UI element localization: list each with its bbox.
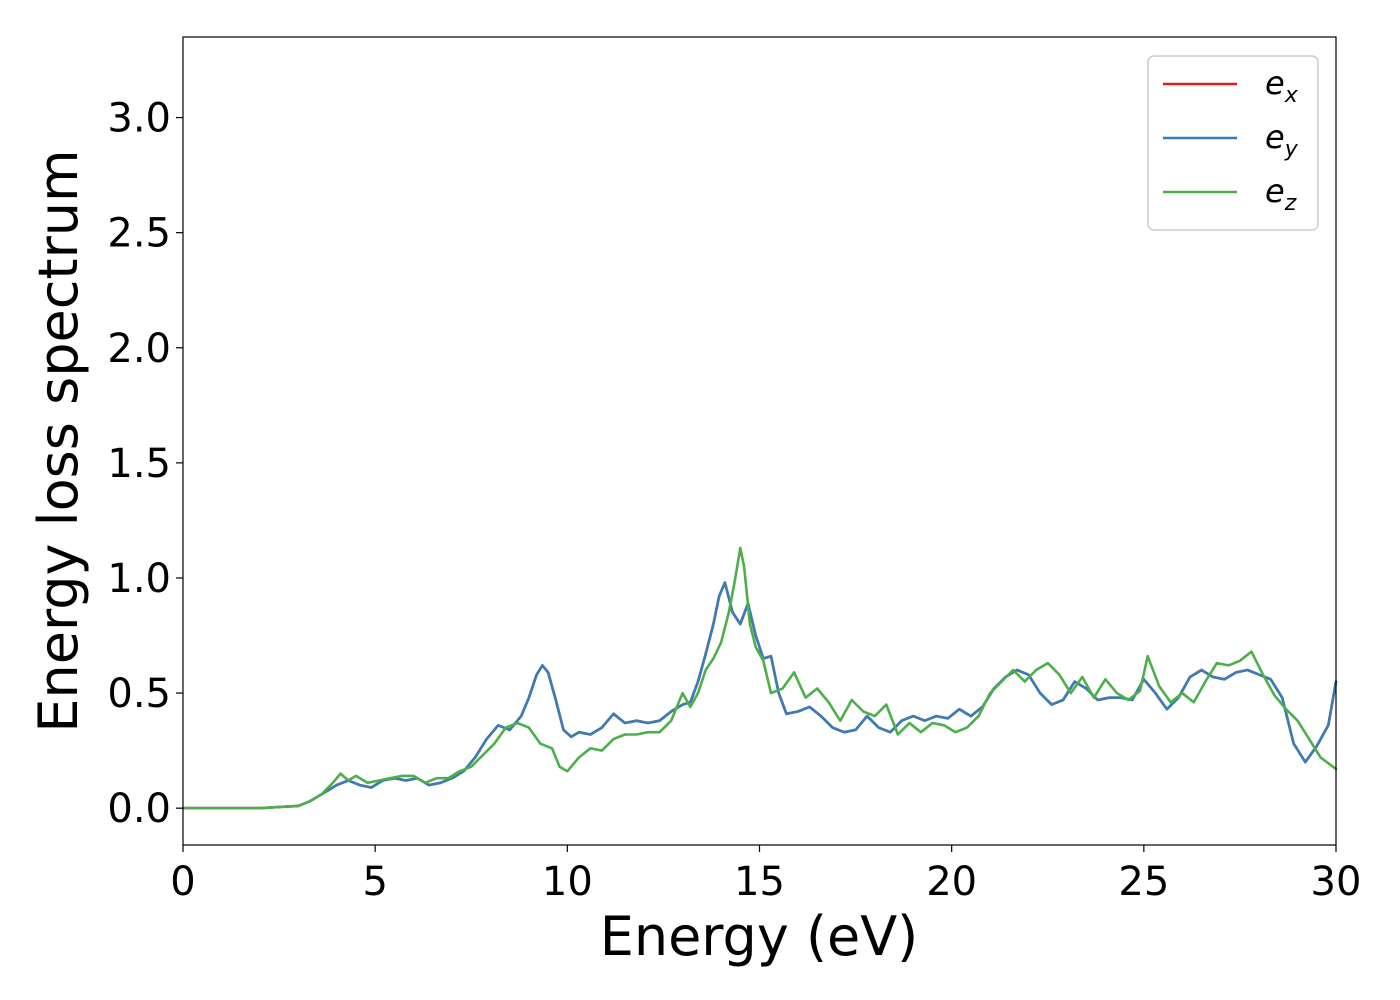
y-tick-label: 2.0	[107, 326, 171, 372]
y-tick-label: 0.0	[107, 786, 171, 832]
x-tick-label: 15	[734, 859, 785, 905]
x-tick-label: 5	[362, 859, 387, 905]
series-line-z	[181, 546, 1338, 810]
legend-box	[1147, 55, 1319, 231]
legend-subscript-x: x	[1284, 83, 1299, 108]
x-tick-label: 25	[1118, 859, 1169, 905]
y-tick-label: 1.5	[107, 441, 171, 487]
x-axis: 0 5 10 15 20 25 30	[170, 845, 1361, 905]
y-axis: 0.0 0.5 1.0 1.5 2.0 2.5 3.0	[107, 96, 183, 832]
y-tick-label: 1.0	[107, 556, 171, 602]
legend-subscript-y: y	[1284, 137, 1299, 162]
legend-subscript-z: z	[1284, 191, 1297, 216]
series-layer	[181, 546, 1338, 810]
y-tick-label: 0.5	[107, 671, 171, 717]
x-tick-label: 10	[542, 859, 593, 905]
x-tick-label: 20	[926, 859, 977, 905]
y-tick-label: 2.5	[107, 211, 171, 257]
y-axis-label: Energy loss spectrum	[27, 149, 90, 732]
x-axis-label: Energy (eV)	[600, 905, 919, 968]
x-tick-label: 30	[1311, 859, 1362, 905]
y-tick-label: 3.0	[107, 96, 171, 142]
x-tick-label: 0	[170, 859, 195, 905]
